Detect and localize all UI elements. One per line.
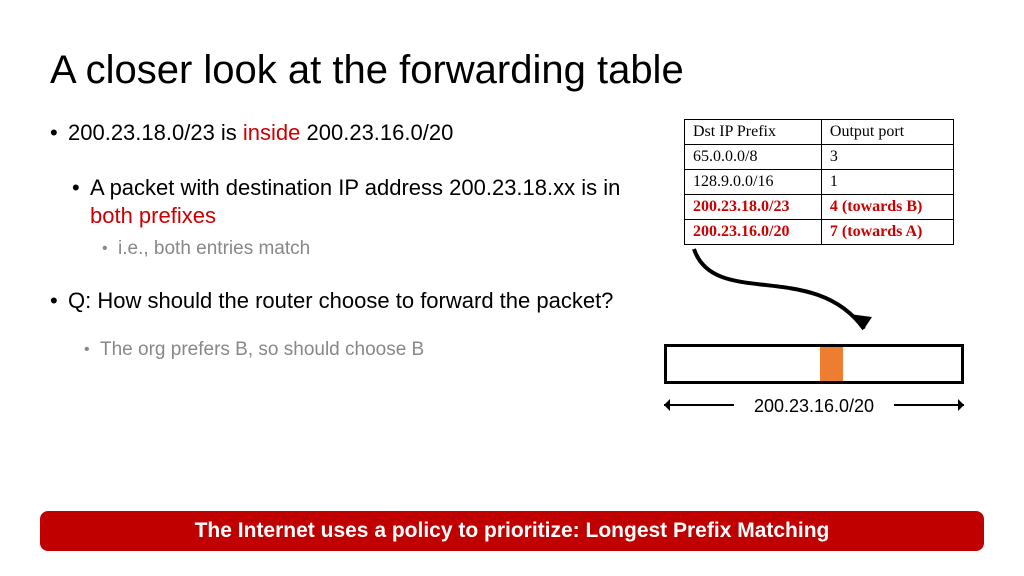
banner: The Internet uses a policy to prioritize… bbox=[40, 511, 984, 551]
cell-prefix: 200.23.18.0/23 bbox=[685, 195, 822, 220]
address-bar bbox=[664, 344, 964, 384]
cell-prefix: 128.9.0.0/16 bbox=[685, 170, 822, 195]
bullet-question-sub: The org prefers B, so should choose B bbox=[84, 338, 634, 363]
col-header-prefix: Dst IP Prefix bbox=[685, 120, 822, 145]
table-header-row: Dst IP Prefix Output port bbox=[685, 120, 954, 145]
table-row: 65.0.0.0/8 3 bbox=[685, 145, 954, 170]
slide: A closer look at the forwarding table 20… bbox=[0, 0, 1024, 576]
right-column: Dst IP Prefix Output port 65.0.0.0/8 3 1… bbox=[654, 119, 974, 389]
text: 200.23.18.0/23 is bbox=[68, 120, 243, 145]
accent-text: both prefixes bbox=[90, 203, 216, 228]
bullet-packet: A packet with destination IP address 200… bbox=[72, 174, 634, 231]
table-row: 200.23.18.0/23 4 (towards B) bbox=[685, 195, 954, 220]
text: A packet with destination IP address 200… bbox=[90, 175, 620, 200]
range-row: 200.23.16.0/20 bbox=[664, 394, 964, 422]
bullet-group-2: A packet with destination IP address 200… bbox=[50, 174, 634, 262]
prefix-diagram: 200.23.16.0/20 bbox=[654, 344, 974, 422]
slide-body: 200.23.18.0/23 is inside 200.23.16.0/20 … bbox=[50, 119, 974, 389]
text: 200.23.16.0/20 bbox=[300, 120, 453, 145]
bullet-question: Q: How should the router choose to forwa… bbox=[50, 287, 634, 316]
cell-prefix: 65.0.0.0/8 bbox=[685, 145, 822, 170]
range-label: 200.23.16.0/20 bbox=[664, 396, 964, 417]
cell-port: 3 bbox=[821, 145, 953, 170]
bar-segment bbox=[667, 347, 820, 381]
bar-segment-highlight bbox=[820, 347, 844, 381]
arrow-right-icon bbox=[894, 404, 964, 406]
table-row: 128.9.0.0/16 1 bbox=[685, 170, 954, 195]
cell-port: 1 bbox=[821, 170, 953, 195]
cell-port: 4 (towards B) bbox=[821, 195, 953, 220]
bullet-inside: 200.23.18.0/23 is inside 200.23.16.0/20 bbox=[50, 119, 634, 148]
table-body: 65.0.0.0/8 3 128.9.0.0/16 1 200.23.18.0/… bbox=[685, 145, 954, 245]
bullet-group-1: 200.23.18.0/23 is inside 200.23.16.0/20 bbox=[50, 119, 634, 148]
bullet-packet-sub: i.e., both entries match bbox=[102, 237, 634, 262]
bullet-group-3: Q: How should the router choose to forwa… bbox=[50, 287, 634, 362]
left-column: 200.23.18.0/23 is inside 200.23.16.0/20 … bbox=[50, 119, 634, 389]
accent-text: inside bbox=[243, 120, 300, 145]
col-header-port: Output port bbox=[821, 120, 953, 145]
bar-segment bbox=[843, 347, 961, 381]
slide-title: A closer look at the forwarding table bbox=[50, 48, 974, 93]
arrow-icon bbox=[654, 239, 974, 359]
forwarding-table: Dst IP Prefix Output port 65.0.0.0/8 3 1… bbox=[684, 119, 954, 245]
